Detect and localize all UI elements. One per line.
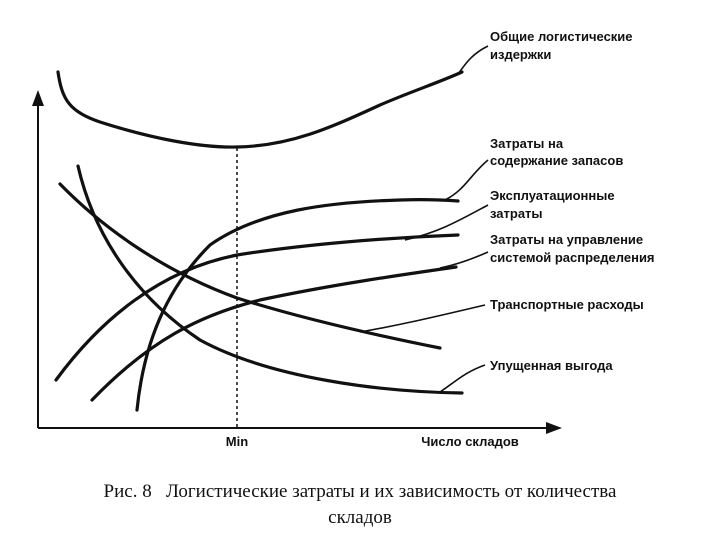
curve-label: Затраты на управление: [490, 232, 643, 247]
curve-label: Транспортные расходы: [490, 297, 644, 312]
curve-label: Упущенная выгода: [490, 358, 613, 373]
leader: [439, 364, 486, 393]
management-curve: [90, 265, 458, 402]
total-curve: [56, 70, 464, 149]
transport-curve: [58, 182, 442, 350]
lost-profit-curve: [76, 164, 464, 395]
leader: [457, 45, 489, 75]
curve-label: Общие логистические: [490, 29, 633, 44]
x-arrow: [546, 422, 562, 434]
curve-label: содержание запасов: [490, 153, 623, 168]
operating-curve: [54, 233, 460, 382]
x-axis-label: Число складов: [421, 434, 519, 449]
curve-label: Эксплуатационные: [490, 188, 615, 203]
leader: [444, 159, 489, 201]
caption: Рис. 8 Логистические затраты и их зависи…: [104, 481, 617, 502]
inventory-curve: [135, 197, 460, 412]
min-label: Min: [226, 434, 248, 449]
caption: складов: [328, 507, 392, 528]
curve-label: затраты: [490, 206, 543, 221]
leader: [439, 251, 489, 269]
y-arrow: [32, 90, 44, 106]
leader: [359, 304, 486, 333]
curve-label: издержки: [490, 47, 551, 62]
leader: [404, 204, 489, 241]
curve-label: системой распределения: [490, 250, 655, 265]
curve-label: Затраты на: [490, 136, 564, 151]
